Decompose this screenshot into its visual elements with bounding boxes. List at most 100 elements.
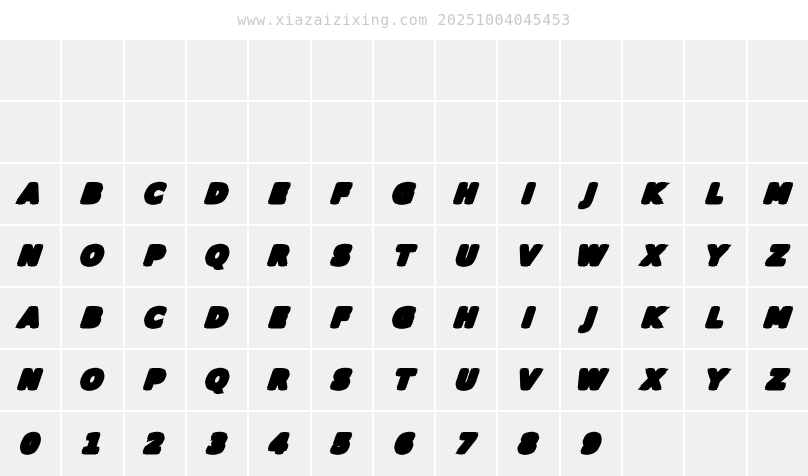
glyph-cell: p — [124, 350, 185, 410]
glyph-cell: y — [685, 350, 746, 410]
glyph-cell — [124, 102, 185, 162]
glyph-cell — [311, 102, 372, 162]
glyph-cell: Z — [747, 226, 808, 286]
glyph-cell: Y — [685, 226, 746, 286]
glyph-k: k — [640, 302, 666, 334]
glyph-cell — [560, 102, 622, 162]
glyph-cell — [747, 412, 808, 476]
glyph-p: p — [142, 364, 167, 396]
glyph-H: H — [453, 178, 481, 210]
glyph-A: A — [17, 178, 43, 210]
glyph-cell: n — [0, 350, 61, 410]
glyph-W: W — [574, 240, 608, 272]
glyph-O: O — [79, 240, 107, 272]
glyph-X: X — [640, 240, 666, 272]
glyph-y: y — [703, 364, 728, 396]
glyph-m: m — [762, 302, 793, 334]
glyph-l: l — [704, 302, 727, 334]
glyph-E: E — [267, 178, 291, 210]
glyph-cell: d — [186, 288, 248, 348]
glyph-cell — [498, 102, 559, 162]
watermark-bar: www.xiazaizixing.com 20251004045453 — [0, 0, 808, 40]
glyph-J: J — [583, 178, 599, 210]
glyph-b: b — [80, 302, 106, 334]
glyph-c: c — [142, 302, 167, 334]
glyph-8: 8 — [517, 428, 541, 460]
glyph-s: s — [329, 364, 354, 396]
glyph-0: 0 — [18, 428, 42, 460]
glyph-1: 1 — [80, 428, 104, 460]
glyph-f: f — [330, 302, 354, 334]
glyph-K: K — [640, 178, 666, 210]
glyph-o: o — [79, 364, 107, 396]
glyph-cell: 0 — [0, 412, 61, 476]
glyph-cell — [373, 102, 435, 162]
glyph-cell — [186, 102, 248, 162]
glyph-cell: 8 — [498, 412, 559, 476]
glyph-g: g — [390, 302, 417, 334]
glyph-cell — [623, 412, 684, 476]
glyph-cell: B — [62, 164, 123, 224]
glyph-cell: l — [685, 288, 746, 348]
glyph-cell: i — [498, 288, 559, 348]
glyph-cell: 1 — [62, 412, 123, 476]
glyph-6: 6 — [392, 428, 416, 460]
glyph-cell: R — [249, 226, 310, 286]
glyph-C: C — [142, 178, 167, 210]
glyph-v: v — [516, 364, 542, 396]
glyph-L: L — [704, 178, 727, 210]
watermark-text: www.xiazaizixing.com 20251004045453 — [237, 11, 571, 29]
glyph-cell: S — [311, 226, 372, 286]
glyph-cell — [685, 102, 746, 162]
glyph-cell: U — [436, 226, 497, 286]
glyph-t: t — [392, 364, 416, 396]
glyph-cell: k — [623, 288, 684, 348]
glyph-2: 2 — [143, 428, 167, 460]
glyph-cell: j — [560, 288, 622, 348]
glyph-cell — [0, 102, 61, 162]
glyph-cell: V — [498, 226, 559, 286]
glyph-e: e — [267, 302, 291, 334]
glyph-cell: 9 — [560, 412, 622, 476]
glyph-cell: I — [498, 164, 559, 224]
glyph-V: V — [516, 240, 542, 272]
glyph-cell: P — [124, 226, 185, 286]
glyph-cell: r — [249, 350, 310, 410]
glyph-M: M — [762, 178, 793, 210]
glyph-G: G — [390, 178, 417, 210]
glyph-5: 5 — [330, 428, 354, 460]
glyph-n: n — [16, 364, 44, 396]
glyph-cell: M — [747, 164, 808, 224]
glyph-7: 7 — [454, 428, 478, 460]
glyph-3: 3 — [205, 428, 229, 460]
glyph-cell: s — [311, 350, 372, 410]
glyph-cell — [560, 40, 622, 100]
glyph-i: i — [520, 302, 536, 334]
glyph-cell: G — [373, 164, 435, 224]
glyph-P: P — [142, 240, 167, 272]
glyph-cell: H — [436, 164, 497, 224]
glyph-a: a — [17, 302, 43, 334]
glyph-cell — [436, 102, 497, 162]
glyph-cell: a — [0, 288, 61, 348]
glyph-cell: E — [249, 164, 310, 224]
glyph-j: j — [583, 302, 599, 334]
glyph-Y: Y — [703, 240, 728, 272]
glyph-N: N — [16, 240, 44, 272]
glyph-cell: X — [623, 226, 684, 286]
glyph-x: x — [640, 364, 666, 396]
glyph-cell — [685, 412, 746, 476]
glyph-cell: 5 — [311, 412, 372, 476]
glyph-cell — [623, 102, 684, 162]
glyph-z: z — [765, 364, 790, 396]
glyph-T: T — [392, 240, 416, 272]
glyph-cell — [498, 40, 559, 100]
glyph-cell — [311, 40, 372, 100]
glyph-cell — [249, 40, 310, 100]
glyph-cell: q — [186, 350, 248, 410]
glyph-cell: v — [498, 350, 559, 410]
glyph-cell: A — [0, 164, 61, 224]
glyph-cell — [436, 40, 497, 100]
glyph-cell: u — [436, 350, 497, 410]
